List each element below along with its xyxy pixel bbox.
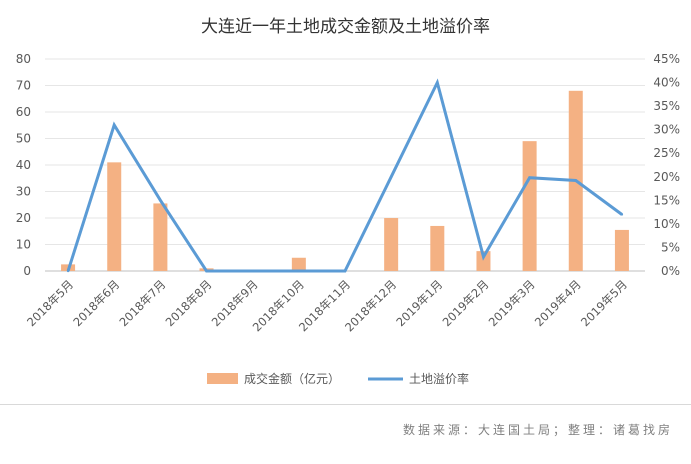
footer-divider xyxy=(0,404,691,405)
line-point xyxy=(113,123,116,127)
line-point xyxy=(159,199,162,202)
line-point xyxy=(205,269,208,273)
x-tick-label: 2018年7月 xyxy=(116,277,168,329)
y-left-tick-label: 80 xyxy=(16,52,31,66)
line-point xyxy=(528,176,531,179)
y-left-tick-label: 10 xyxy=(16,238,31,252)
x-tick-label: 2018年5月 xyxy=(24,277,76,329)
y-right-tick-label: 0% xyxy=(661,264,680,278)
y-right-tick-label: 45% xyxy=(653,52,680,66)
line-point xyxy=(343,269,347,273)
line-point xyxy=(482,255,485,259)
y-right-tick-label: 40% xyxy=(653,76,680,90)
y-right-tick-label: 20% xyxy=(653,170,680,184)
y-left-tick-label: 60 xyxy=(16,105,31,119)
line-point xyxy=(436,81,439,84)
line-point xyxy=(251,269,254,273)
x-tick-label: 2019年1月 xyxy=(393,277,445,329)
bar xyxy=(430,225,445,271)
y-right-tick-label: 15% xyxy=(653,193,680,207)
bar xyxy=(614,229,629,271)
x-tick-label: 2019年4月 xyxy=(532,277,584,329)
bar xyxy=(522,141,537,271)
y-left-tick-label: 40 xyxy=(16,158,31,172)
source-note: 数据来源：大连国土局；整理：诸葛找房 xyxy=(402,423,673,437)
x-tick-label: 2019年3月 xyxy=(486,277,538,329)
y-right-tick-label: 10% xyxy=(653,217,680,231)
line-point xyxy=(620,213,624,216)
bar xyxy=(153,203,168,271)
bar xyxy=(476,251,491,271)
legend-label: 成交金额（亿元） xyxy=(244,371,340,386)
x-tick-label: 2018年8月 xyxy=(163,277,215,329)
line-point xyxy=(297,269,301,273)
legend-swatch-bar xyxy=(207,373,238,384)
premium-rate-line xyxy=(66,78,623,273)
line-point xyxy=(574,179,577,182)
y-left-tick-label: 30 xyxy=(16,185,31,199)
line-point xyxy=(389,175,393,178)
y-right-tick-label: 25% xyxy=(653,146,680,160)
x-tick-label: 2018年6月 xyxy=(70,277,122,329)
y-right-tick-label: 5% xyxy=(661,240,680,254)
line-point xyxy=(66,269,70,273)
y-right-tick-label: 30% xyxy=(653,123,680,137)
bar xyxy=(291,257,306,271)
bar xyxy=(107,162,122,271)
x-tick-label: 2019年5月 xyxy=(578,277,630,329)
legend-label: 土地溢价率 xyxy=(409,371,469,386)
bar xyxy=(384,218,399,271)
x-tick-label: 2019年2月 xyxy=(440,277,492,329)
y-left-tick-label: 50 xyxy=(16,132,31,146)
y-left-tick-label: 70 xyxy=(16,79,31,93)
y-left-tick-label: 20 xyxy=(16,211,31,225)
y-left-tick-label: 0 xyxy=(23,264,31,278)
y-right-tick-label: 35% xyxy=(653,99,680,113)
chart-title: 大连近一年土地成交金额及土地溢价率 xyxy=(201,17,490,37)
